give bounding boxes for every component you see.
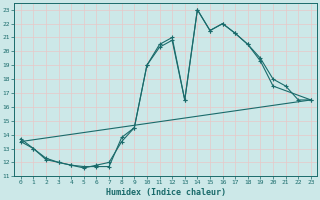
X-axis label: Humidex (Indice chaleur): Humidex (Indice chaleur): [106, 188, 226, 197]
